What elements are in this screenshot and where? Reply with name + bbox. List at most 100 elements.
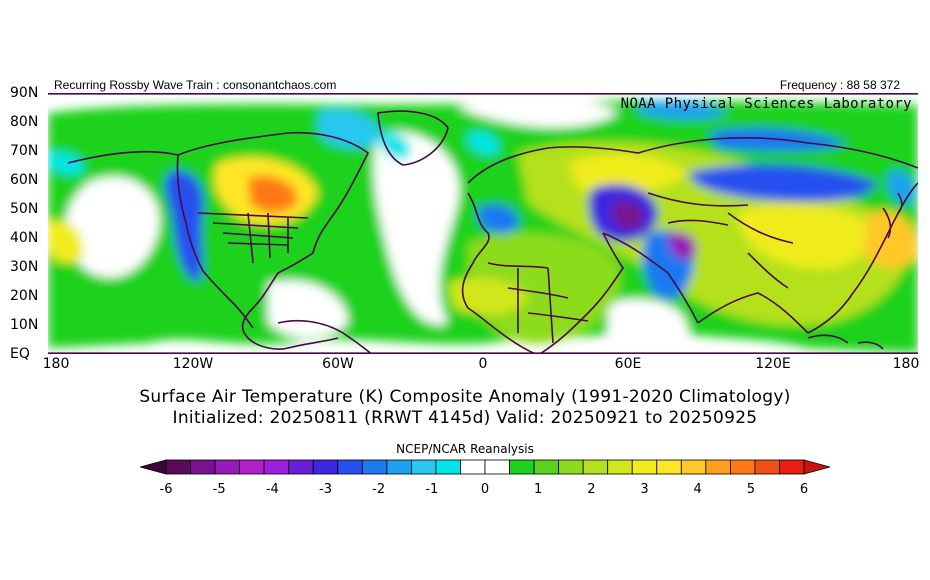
lat-tick-label: 50N (10, 201, 39, 217)
asia-coast (602, 136, 918, 334)
colorbar-tick-label: -2 (372, 482, 386, 497)
colorbar-segment (705, 459, 731, 475)
colorbar-low-arrow (140, 459, 167, 475)
coastline-outlines (67, 110, 918, 354)
field-white-indian (608, 299, 688, 347)
greenland-coast (377, 110, 449, 166)
colorbar-tick-label: 4 (693, 482, 702, 497)
header-left-text: Recurring Rossby Wave Train : consonantc… (54, 78, 337, 92)
field-yellow-westpac (48, 220, 84, 263)
lon-tick-label: 180 (892, 356, 920, 372)
colorbar-segment (779, 459, 805, 475)
field-blue-westcoast (164, 170, 204, 283)
colorbar-segment (680, 459, 707, 475)
field-blue-arctic-ocean (638, 101, 728, 120)
colorbar-tick-label: -5 (212, 482, 226, 497)
colorbar-tick-label: 0 (480, 482, 490, 497)
colorbar-tick-label: 6 (799, 482, 809, 497)
colorbar-segment (435, 459, 461, 475)
lat-tick-label: 20N (10, 288, 39, 304)
colorbar-segment (288, 459, 314, 475)
africa-borders (487, 262, 589, 344)
colorbar-segment (607, 459, 633, 475)
colorbar-segment (165, 459, 191, 475)
lat-tick-label: 60N (10, 172, 39, 188)
colorbar-segment (754, 459, 780, 475)
colorbar-high-arrow (803, 459, 830, 475)
colorbar-tick-label: 1 (534, 482, 543, 497)
colorbar-segment (410, 459, 437, 475)
field-white-pacific (65, 176, 160, 278)
field-purple-caspian (613, 201, 644, 230)
field-blue-arctic-canada (318, 109, 380, 149)
lat-tick-label: 70N (10, 143, 39, 159)
colorbar-tick-label: 2 (587, 482, 596, 497)
map-title-line1: Surface Air Temperature (K) Composite An… (139, 387, 791, 407)
colorbar-segment (582, 459, 609, 475)
lat-tick-label: 40N (10, 230, 39, 246)
colorbar-segment (361, 459, 388, 475)
colorbar (140, 459, 830, 475)
colorbar-tick-label: 5 (746, 482, 755, 497)
lat-tick-label: 10N (10, 317, 39, 333)
colorbar-segment (263, 459, 290, 475)
colorbar-tick-label: 3 (640, 482, 649, 497)
colorbar-segment (631, 459, 658, 475)
na-borders (197, 212, 309, 264)
header-right-text: Frequency : 88 58 372 (779, 78, 900, 92)
lat-tick-label: 80N (10, 114, 39, 130)
lat-tick-label: EQ (10, 346, 30, 362)
colorbar-segment (214, 459, 241, 475)
south-america-coast (277, 319, 374, 354)
lat-tick-label: 90N (10, 85, 39, 101)
field-cyan-northatl (468, 131, 499, 155)
indonesia-islands (807, 334, 884, 350)
field-blue-europe (478, 204, 519, 234)
field-yellow-asia (738, 204, 870, 269)
colorbar-segment (460, 459, 486, 475)
lon-tick-label: 120E (755, 356, 791, 372)
lon-tick-label: 0 (478, 356, 488, 372)
colorbar-segment (312, 459, 339, 475)
temperature-anomaly-map (48, 93, 918, 354)
field-orange-canada (248, 175, 298, 213)
lon-tick-label: 60W (322, 356, 354, 372)
field-blue-greenland (378, 132, 411, 160)
colorbar-tick-label: -3 (319, 482, 332, 497)
field-white-atlantic (373, 131, 460, 325)
anomaly-field (48, 97, 918, 353)
colorbar-segment (190, 459, 216, 475)
colorbar-tick-label: -6 (159, 482, 173, 497)
lon-tick-label: 180 (42, 356, 70, 372)
asia-borders (647, 192, 794, 289)
colorbar-segment (729, 459, 756, 475)
field-white-eastpac (268, 280, 348, 338)
lat-tick-label: 30N (10, 259, 39, 275)
north-america-coast (67, 131, 370, 350)
europe-africa-coast (461, 146, 639, 354)
data-source-label: NCEP/NCAR Reanalysis (396, 442, 534, 456)
map-title-line2: Initialized: 20250811 (RRWT 4145d) Valid… (172, 408, 758, 428)
provider-label: NOAA Physical Sciences Laboratory (620, 96, 912, 112)
lon-tick-label: 120W (172, 356, 214, 372)
lon-tick-label: 60E (614, 356, 642, 372)
field-blue-alaska (48, 151, 84, 175)
colorbar-tick-label: -1 (425, 482, 439, 497)
map-panel (48, 93, 918, 354)
japan-islands (882, 192, 903, 239)
colorbar-tick-label: -4 (265, 482, 279, 497)
colorbar-segment (509, 459, 535, 475)
field-blue-siberia (688, 164, 878, 202)
colorbar-segment (386, 459, 412, 475)
field-lightgreen-africa (468, 232, 620, 344)
field-yellow-russia (568, 154, 688, 193)
field-yellow-northafrica (448, 278, 528, 315)
colorbar-segment (656, 459, 682, 475)
field-blue-tibet (668, 232, 697, 260)
colorbar-segment (484, 459, 510, 475)
colorbar-segment (337, 459, 363, 475)
colorbar-segment (239, 459, 265, 475)
colorbar-segment (558, 459, 584, 475)
field-white-arctic (458, 97, 618, 128)
colorbar-segment (533, 459, 560, 475)
